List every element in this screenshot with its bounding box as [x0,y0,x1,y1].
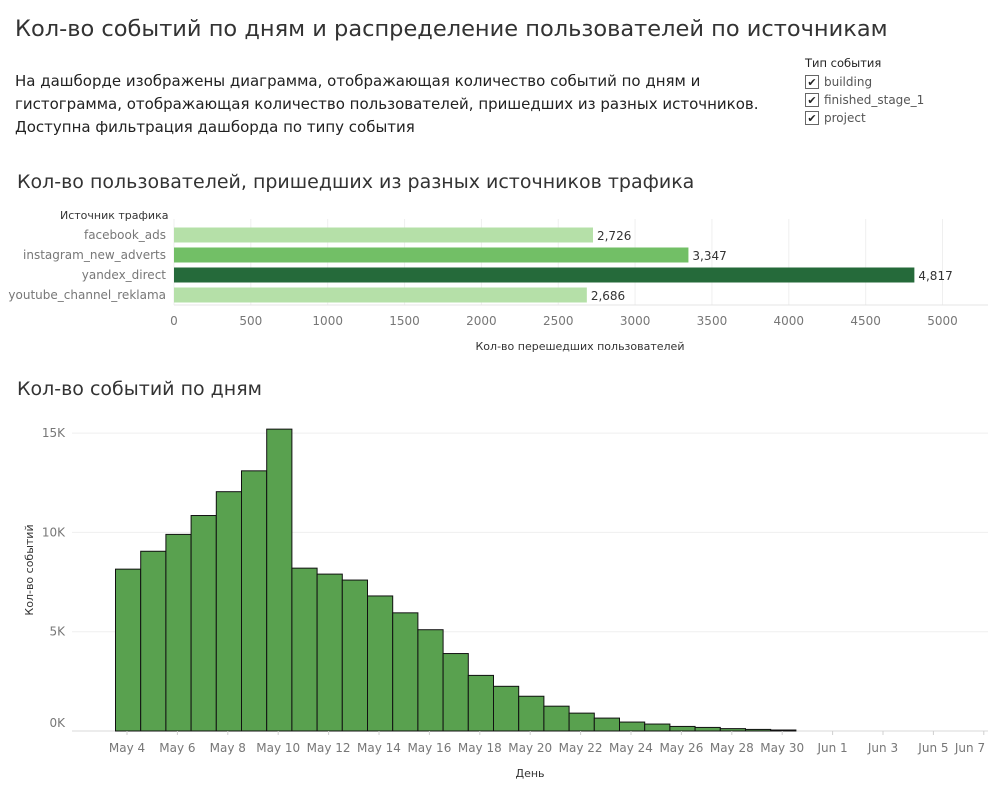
x-tick-label: 5000 [927,314,958,328]
x-tick-label: 1000 [312,314,343,328]
bar [341,579,368,732]
x-tick-label: 3000 [620,314,651,328]
x-axis-title: Кол-во перешедших пользователей [476,340,685,353]
filter-item-project[interactable]: ✔ project [805,109,924,127]
x-tick-label: Jun 1 [816,741,847,755]
event-type-filter: Тип события ✔ building ✔ finished_stage_… [805,56,924,127]
bar [719,728,746,732]
x-tick-label: Jun 3 [867,741,898,755]
y-tick-label: 5K [49,625,66,639]
checkbox-checked-icon[interactable]: ✔ [805,93,819,107]
bar [174,267,915,283]
bar [174,227,593,243]
checkbox-checked-icon[interactable]: ✔ [805,75,819,89]
bar [215,491,243,732]
bar [467,674,494,732]
x-tick-label: May 26 [659,741,703,755]
bar [694,726,721,732]
bar [770,729,797,732]
y-tick-label: 10K [42,525,66,539]
bar [619,721,646,732]
x-tick-label: 1500 [389,314,420,328]
filter-label: building [824,75,873,89]
x-tick-label: May 14 [357,741,401,755]
x-tick-label: Jun 7 [954,741,985,755]
bar [190,515,217,732]
x-tick-label: 500 [239,314,262,328]
filter-item-finished-stage-1[interactable]: ✔ finished_stage_1 [805,91,924,109]
bar [115,568,142,732]
filter-label: project [824,111,866,125]
x-tick-label: 4500 [850,314,881,328]
filter-item-building[interactable]: ✔ building [805,73,924,91]
x-tick-label: May 12 [307,741,351,755]
bar [165,533,192,732]
bar [518,695,545,732]
bar [493,685,520,732]
filter-label: finished_stage_1 [824,93,925,107]
x-tick-label: May 18 [458,741,502,755]
x-tick-label: May 6 [159,741,195,755]
x-tick-label: 0 [170,314,178,328]
days-chart-title: Кол-во событий по дням [17,378,262,400]
bar [174,247,689,263]
data-label: 2,686 [591,289,625,303]
x-tick-label: 2000 [466,314,497,328]
bar [291,567,318,732]
dashboard-description: На дашборде изображены диаграмма, отобра… [15,72,759,136]
x-tick-label: May 16 [407,741,451,755]
bar [644,723,671,732]
dashboard-title: Кол-во событий по дням и распределение п… [15,16,888,42]
x-tick-label: 4000 [774,314,805,328]
bar [140,550,167,732]
bar [593,717,620,732]
data-label: 2,726 [597,229,631,243]
x-tick-label: May 22 [559,741,603,755]
bar [316,573,343,732]
x-tick-label: 2500 [543,314,574,328]
bar [174,287,587,303]
data-label: 3,347 [692,249,726,263]
x-tick-label: May 10 [256,741,300,755]
category-axis-title: Источник трафика [60,209,168,222]
bar [442,653,469,732]
bar [417,629,444,732]
bar [568,712,595,732]
data-label: 4,817 [918,269,952,283]
x-tick-label: 3500 [697,314,728,328]
sources-chart-title: Кол-во пользователей, пришедших из разны… [17,171,695,193]
checkbox-checked-icon[interactable]: ✔ [805,111,819,125]
y-tick-label: 0K [49,716,66,730]
bar [367,595,394,732]
x-tick-label: May 24 [609,741,653,755]
x-tick-label: May 4 [109,741,145,755]
x-tick-label: May 28 [710,741,754,755]
y-tick-label: 15K [42,426,66,440]
category-label: facebook_ads [84,228,166,242]
category-label: youtube_channel_reklama [8,288,166,302]
x-tick-label: May 30 [760,741,804,755]
x-tick-label: May 8 [210,741,246,755]
x-tick-label: Jun 5 [917,741,948,755]
category-label: yandex_direct [82,268,167,282]
bar [241,470,268,732]
y-axis-title: Кол-во событий [23,524,36,615]
bar [266,428,293,732]
bar [543,705,570,732]
category-label: instagram_new_adverts [23,248,166,262]
bar [392,612,419,732]
bar [669,725,696,732]
x-axis-title: День [515,767,544,780]
x-tick-label: May 20 [508,741,552,755]
bar [745,728,772,732]
filter-title: Тип события [805,56,882,70]
